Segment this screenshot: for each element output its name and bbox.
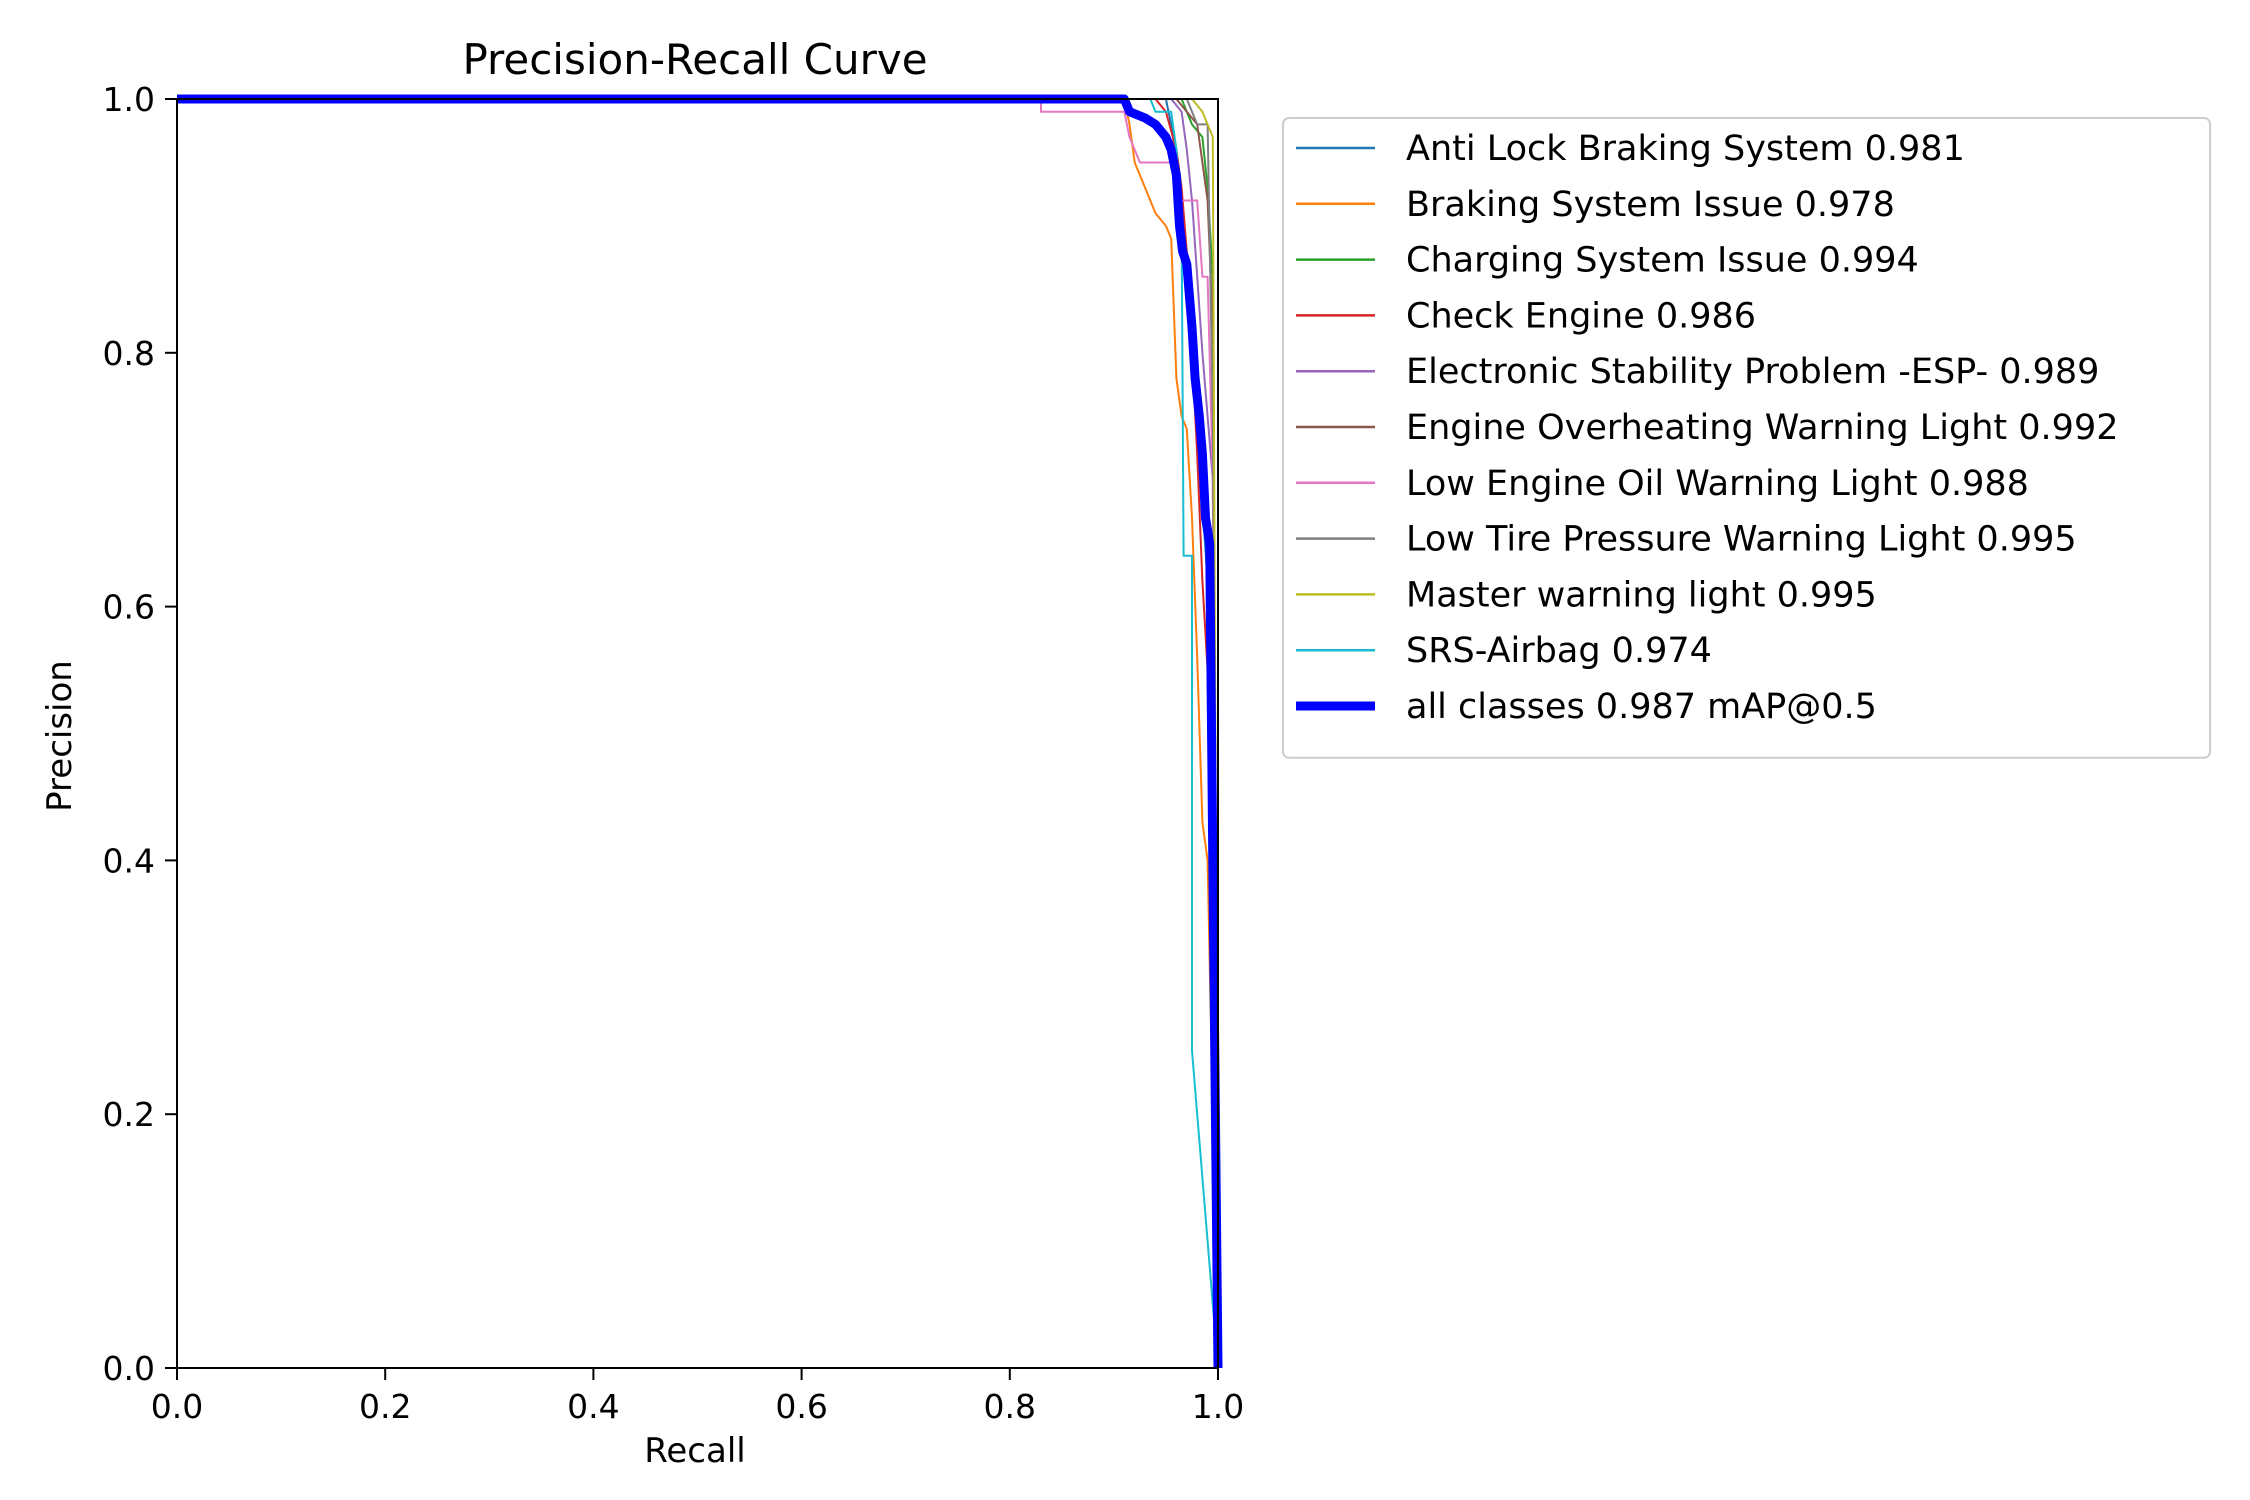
y-tick-label: 1.0 — [103, 80, 155, 119]
legend: Anti Lock Braking System 0.981 Braking Sy… — [1282, 117, 2211, 759]
series-line-10 — [177, 94, 1223, 1369]
chart-title: Precision-Recall Curve — [462, 35, 927, 84]
legend-label-10: all classes 0.987 mAP@0.5 — [1406, 687, 1877, 727]
legend-label-0: Anti Lock Braking System 0.981 — [1406, 129, 1965, 169]
legend-label-6: Low Engine Oil Warning Light 0.988 — [1406, 464, 2029, 504]
y-tick-label: 0.6 — [103, 588, 155, 627]
legend-box — [1282, 117, 2211, 759]
legend-label-7: Low Tire Pressure Warning Light 0.995 — [1406, 520, 2077, 560]
series-line-4 — [177, 98, 1219, 1369]
x-tick-label: 0.2 — [359, 1387, 411, 1426]
legend-label-5: Engine Overheating Warning Light 0.992 — [1406, 408, 2118, 448]
y-tick-label: 0.4 — [103, 841, 155, 880]
legend-label-2: Charging System Issue 0.994 — [1406, 241, 1919, 281]
legend-label-1: Braking System Issue 0.978 — [1406, 185, 1895, 225]
ticks-layer: 0.0 0.2 0.4 0.6 0.8 1.0 0.0 0.2 0.4 0.6 0.8 1.0 — [103, 80, 1245, 1426]
y-axis-label: Precision — [40, 660, 80, 812]
y-tick-label: 0.8 — [103, 334, 155, 373]
plot-frame — [176, 98, 1219, 1369]
x-tick-label: 1.0 — [1192, 1387, 1244, 1426]
y-tick-label: 0.2 — [103, 1095, 155, 1134]
y-tick-label: 0.0 — [103, 1349, 155, 1388]
legend-label-8: Master warning light 0.995 — [1406, 575, 1877, 615]
series-line-6 — [177, 98, 1219, 1369]
x-axis-label: Recall — [644, 1431, 745, 1471]
legend-label-9: SRS-Airbag 0.974 — [1406, 631, 1712, 671]
x-tick-label: 0.0 — [151, 1387, 203, 1426]
legend-label-4: Electronic Stability Problem -ESP- 0.989 — [1406, 352, 2099, 392]
x-tick-label: 0.6 — [775, 1387, 827, 1426]
legend-label-3: Check Engine 0.986 — [1406, 296, 1756, 336]
x-tick-label: 0.4 — [567, 1387, 619, 1426]
x-tick-label: 0.8 — [984, 1387, 1036, 1426]
